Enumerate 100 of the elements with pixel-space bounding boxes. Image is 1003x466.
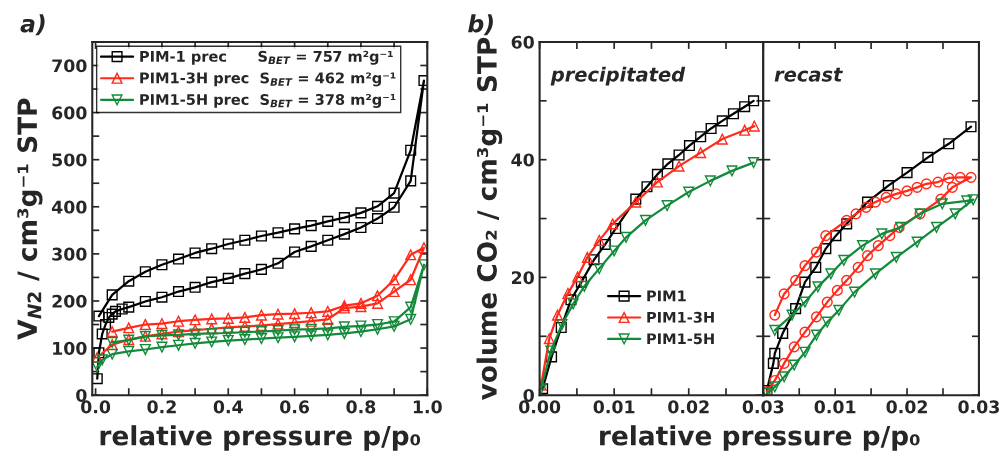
point xyxy=(567,298,579,310)
point xyxy=(239,326,251,338)
point xyxy=(289,223,301,235)
point xyxy=(661,200,673,212)
point xyxy=(106,289,118,301)
point xyxy=(139,343,151,356)
point xyxy=(405,274,417,286)
point xyxy=(812,281,824,293)
point xyxy=(239,234,251,246)
point xyxy=(106,348,118,360)
point xyxy=(388,285,400,298)
point xyxy=(769,324,781,336)
point xyxy=(810,329,823,341)
point xyxy=(936,198,948,210)
point xyxy=(562,287,574,299)
text: recast xyxy=(774,67,843,82)
point xyxy=(405,301,417,313)
point xyxy=(799,346,811,358)
point xyxy=(748,95,760,107)
point xyxy=(651,176,663,188)
point xyxy=(139,295,151,308)
point xyxy=(838,254,850,266)
point xyxy=(388,320,400,332)
point xyxy=(106,326,118,338)
point xyxy=(388,187,400,199)
point xyxy=(790,274,802,286)
point xyxy=(821,316,833,328)
x-tick-label: 0.01 xyxy=(593,400,635,414)
point xyxy=(239,311,251,324)
point xyxy=(869,268,881,280)
point xyxy=(777,327,789,339)
point xyxy=(726,165,738,177)
point xyxy=(305,323,317,335)
point xyxy=(388,201,400,213)
point xyxy=(322,313,334,325)
point xyxy=(543,333,555,345)
point xyxy=(911,181,923,193)
point xyxy=(355,221,367,234)
y-tick-label: 0 xyxy=(523,388,534,403)
point xyxy=(850,208,862,220)
y-tick-label: 200 xyxy=(52,294,87,308)
point xyxy=(830,230,842,242)
point xyxy=(206,327,218,340)
point xyxy=(920,178,933,190)
x-tick-label: 0.0 xyxy=(81,400,111,414)
y-tick-label: 500 xyxy=(52,153,87,167)
point xyxy=(820,230,832,242)
point xyxy=(788,341,800,353)
point xyxy=(388,274,400,286)
legend-label: PIM1-3H xyxy=(647,311,714,323)
point xyxy=(139,266,151,278)
point xyxy=(289,331,301,343)
point xyxy=(769,309,781,321)
point xyxy=(695,147,707,159)
point xyxy=(156,318,168,330)
point xyxy=(239,268,251,280)
point xyxy=(673,160,685,172)
point xyxy=(255,230,267,242)
point xyxy=(821,296,833,308)
point xyxy=(255,309,267,321)
point xyxy=(961,195,973,207)
point xyxy=(371,323,384,335)
point xyxy=(109,305,122,317)
point xyxy=(799,326,811,338)
point xyxy=(965,171,977,183)
point xyxy=(599,238,611,251)
x-tick-label: 0.4 xyxy=(213,400,243,414)
point xyxy=(355,207,367,219)
point xyxy=(748,157,760,169)
point xyxy=(272,227,284,239)
point xyxy=(371,318,384,331)
point xyxy=(289,308,301,320)
point xyxy=(96,328,108,340)
point xyxy=(156,259,168,271)
x-tick-label: 0.01 xyxy=(814,400,856,414)
point xyxy=(641,181,653,193)
point xyxy=(695,131,707,143)
point xyxy=(965,121,977,133)
point xyxy=(206,313,218,325)
point xyxy=(704,175,716,187)
point xyxy=(786,309,798,321)
point xyxy=(272,308,284,320)
point xyxy=(856,240,869,252)
point xyxy=(778,288,790,300)
point xyxy=(106,308,118,320)
point xyxy=(103,311,115,324)
x-tick-label: 0.02 xyxy=(886,400,927,414)
x-tick-label: 0.2 xyxy=(147,400,176,414)
point xyxy=(123,275,135,287)
point xyxy=(92,361,103,373)
point xyxy=(890,251,902,263)
point xyxy=(272,257,284,269)
point xyxy=(739,101,751,113)
x-tick-label: 0.8 xyxy=(346,400,376,414)
point xyxy=(565,294,577,306)
point xyxy=(769,374,781,387)
point xyxy=(418,75,428,87)
point xyxy=(388,316,400,328)
point xyxy=(799,276,811,288)
point xyxy=(172,253,185,265)
